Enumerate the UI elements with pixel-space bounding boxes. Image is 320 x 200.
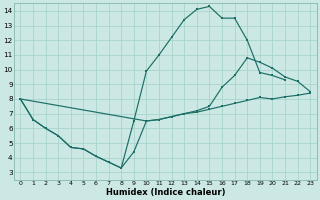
X-axis label: Humidex (Indice chaleur): Humidex (Indice chaleur) bbox=[106, 188, 225, 197]
